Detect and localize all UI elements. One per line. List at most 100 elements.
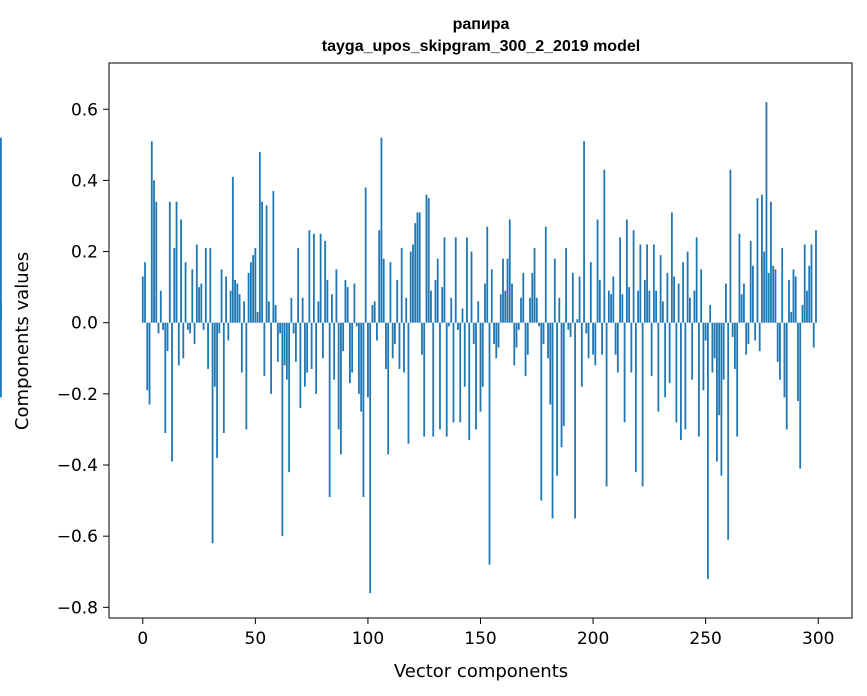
bar-276 bbox=[763, 251, 766, 323]
bar-129 bbox=[432, 322, 435, 437]
bar-132 bbox=[439, 322, 441, 430]
bar-266 bbox=[740, 294, 743, 323]
bar-267 bbox=[743, 283, 745, 323]
bar-251 bbox=[707, 322, 709, 579]
bar-35 bbox=[220, 269, 223, 323]
bar-33 bbox=[216, 322, 218, 458]
bar-31 bbox=[211, 322, 214, 544]
bar-146 bbox=[470, 251, 473, 323]
bar-100 bbox=[367, 322, 369, 398]
chart-title: рапира bbox=[453, 16, 510, 33]
bar-219 bbox=[634, 322, 637, 473]
bar-139 bbox=[454, 237, 457, 323]
bar-157 bbox=[495, 322, 498, 359]
bar-252 bbox=[709, 304, 712, 323]
bar-22 bbox=[191, 269, 194, 323]
bar-63 bbox=[283, 322, 286, 366]
bar-113 bbox=[396, 280, 399, 323]
bar-137 bbox=[450, 297, 453, 323]
bar-119 bbox=[409, 251, 412, 323]
bar-4 bbox=[150, 141, 153, 323]
y-tick-label-0: −0.8 bbox=[57, 598, 98, 618]
bar-20 bbox=[186, 322, 189, 330]
bar-11 bbox=[166, 322, 169, 352]
bar-92 bbox=[349, 322, 351, 384]
bar-148 bbox=[475, 322, 477, 430]
bar-230 bbox=[659, 255, 662, 323]
bar-206 bbox=[605, 322, 608, 487]
bar-249 bbox=[702, 322, 705, 391]
x-tick-label-200: 200 bbox=[577, 629, 609, 649]
bar-110 bbox=[389, 262, 392, 323]
bar-134 bbox=[443, 237, 446, 323]
bar-168 bbox=[520, 297, 522, 323]
bar-69 bbox=[297, 248, 300, 323]
bar-24 bbox=[195, 244, 198, 323]
bar-36 bbox=[222, 322, 225, 433]
bar-296 bbox=[808, 265, 811, 323]
y-tick-label-2: −0.4 bbox=[57, 456, 98, 476]
bar-8 bbox=[159, 290, 162, 323]
bar-25 bbox=[198, 287, 200, 323]
bar-199 bbox=[589, 262, 592, 323]
bar-138 bbox=[452, 322, 455, 423]
bar-159 bbox=[499, 294, 502, 323]
bar-109 bbox=[387, 322, 390, 455]
bar-67 bbox=[292, 322, 295, 334]
bar-237 bbox=[675, 322, 678, 423]
bar-181 bbox=[549, 322, 552, 405]
bar-103 bbox=[373, 301, 376, 323]
bar-177 bbox=[540, 322, 543, 501]
bar-15 bbox=[175, 201, 178, 323]
bar-254 bbox=[713, 322, 716, 359]
bar-18 bbox=[182, 322, 185, 359]
bar-241 bbox=[684, 322, 687, 430]
bar-217 bbox=[630, 322, 633, 373]
bar-207 bbox=[607, 290, 610, 323]
y-axis-label: Components values bbox=[12, 252, 33, 430]
x-axis: 0 50 100 150 200 250 300 bbox=[137, 618, 834, 649]
bar-44 bbox=[240, 322, 243, 373]
bar-61 bbox=[279, 322, 282, 334]
bar-247 bbox=[697, 322, 700, 437]
bar-82 bbox=[326, 280, 329, 323]
bar-277 bbox=[765, 102, 768, 323]
bar-180 bbox=[547, 322, 549, 359]
bar-121 bbox=[414, 223, 417, 323]
bar-243 bbox=[688, 297, 691, 323]
bar-10 bbox=[164, 322, 167, 433]
bar-65 bbox=[288, 322, 291, 473]
bar-165 bbox=[513, 322, 516, 366]
bar-151 bbox=[481, 322, 484, 387]
bar-215 bbox=[625, 219, 628, 323]
bar-156 bbox=[493, 322, 495, 345]
bar-48 bbox=[249, 262, 252, 323]
bar-133 bbox=[441, 287, 444, 323]
bar-16 bbox=[177, 322, 180, 366]
bar-224 bbox=[646, 244, 649, 323]
bar-245 bbox=[693, 290, 696, 323]
bars-group bbox=[0, 102, 817, 594]
bar-293 bbox=[801, 304, 804, 323]
bar-188 bbox=[565, 248, 567, 323]
bar-202 bbox=[596, 219, 599, 323]
bar-246 bbox=[695, 237, 698, 323]
bar-144 bbox=[466, 237, 468, 323]
bar-116 bbox=[403, 322, 405, 373]
bar-0 bbox=[141, 276, 144, 323]
bar-74 bbox=[308, 230, 311, 323]
bar-231 bbox=[661, 301, 664, 323]
bar-68 bbox=[294, 322, 297, 362]
bar-271 bbox=[752, 265, 754, 323]
bar-185 bbox=[558, 297, 561, 323]
y-axis: −0.8 −0.6 −0.4 −0.2 0.0 0.2 0.4 0.6 bbox=[57, 100, 109, 618]
bar-72 bbox=[303, 322, 306, 387]
bar-228 bbox=[655, 290, 658, 323]
bar-111 bbox=[391, 322, 394, 359]
bar-212 bbox=[619, 237, 621, 323]
bar-227 bbox=[652, 244, 655, 323]
x-tick-label-0: 0 bbox=[137, 629, 148, 649]
bar-112 bbox=[394, 322, 396, 345]
bar-47 bbox=[247, 272, 250, 323]
bar-169 bbox=[522, 272, 525, 323]
